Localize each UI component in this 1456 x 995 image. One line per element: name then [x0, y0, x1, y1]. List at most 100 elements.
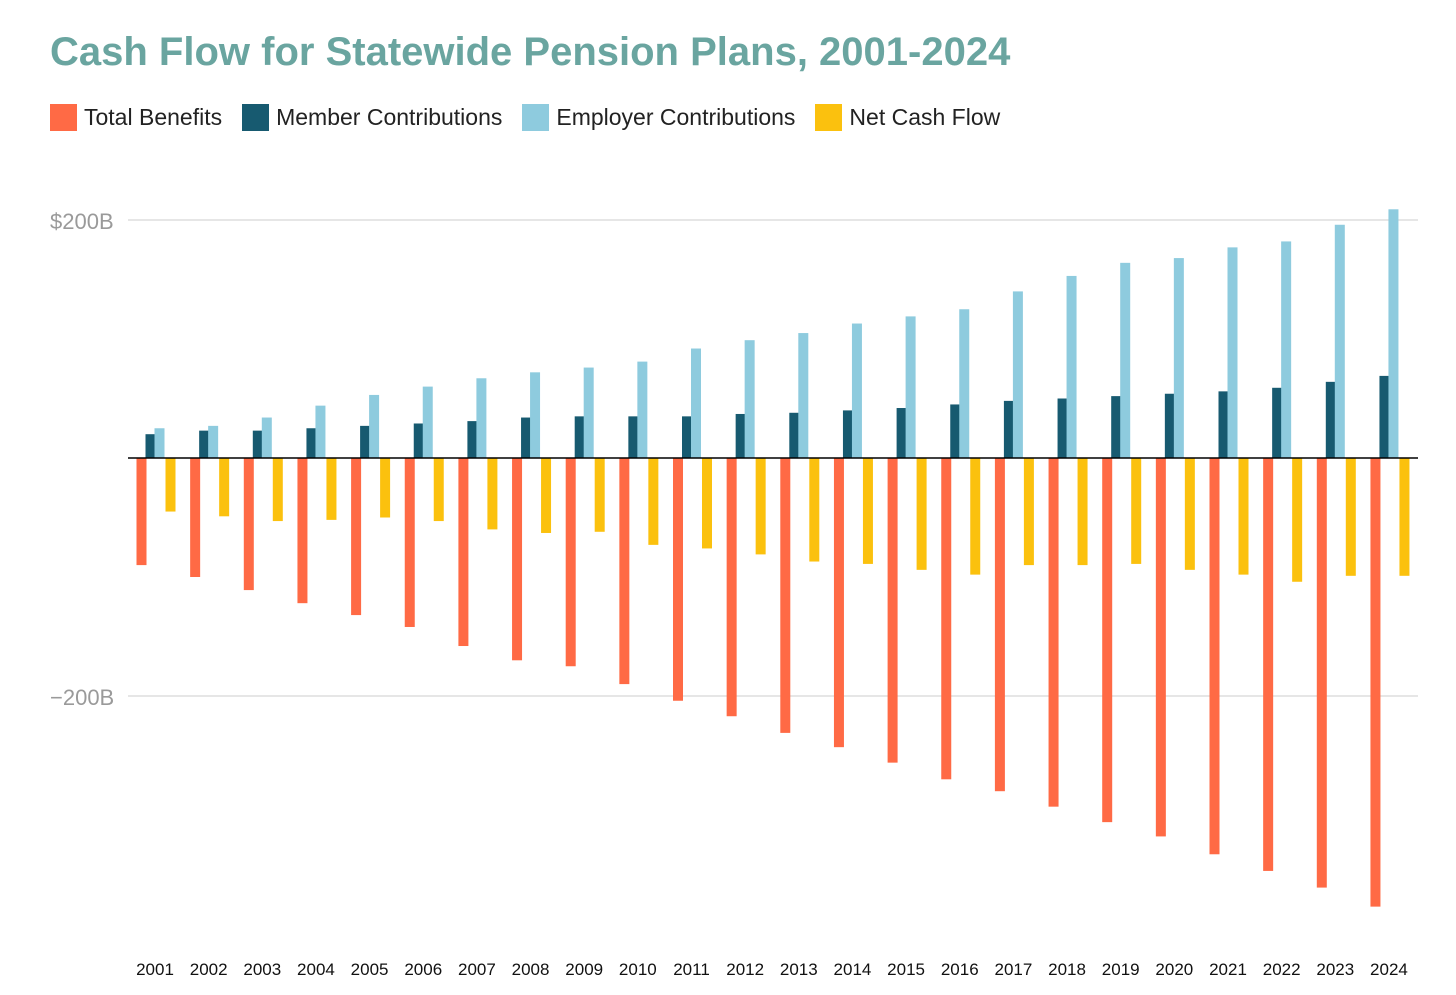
bar-net-cash-flow-2017 [1023, 458, 1034, 566]
bar-member-contributions-2009 [574, 416, 585, 458]
bar-total-benefits-2007 [458, 458, 469, 647]
legend-swatch-employer-contributions [522, 104, 550, 131]
bar-member-contributions-2001 [145, 434, 156, 458]
bar-net-cash-flow-2012 [755, 458, 766, 555]
bar-employer-contributions-2006 [422, 386, 433, 458]
bar-net-cash-flow-2021 [1238, 458, 1249, 575]
x-tick-label: 2019 [1102, 960, 1140, 979]
x-tick-label: 2011 [673, 960, 710, 979]
bar-member-contributions-2014 [842, 410, 853, 458]
bar-total-benefits-2017 [994, 458, 1005, 792]
x-tick-label: 2008 [512, 960, 550, 979]
bar-member-contributions-2016 [950, 404, 961, 458]
bar-employer-contributions-2019 [1120, 262, 1131, 458]
bar-employer-contributions-2024 [1388, 209, 1399, 458]
bar-total-benefits-2012 [726, 458, 737, 717]
x-tick-label: 2020 [1155, 960, 1193, 979]
bar-member-contributions-2008 [521, 417, 532, 458]
bar-member-contributions-2020 [1164, 393, 1175, 458]
x-tick-label: 2023 [1316, 960, 1354, 979]
bar-employer-contributions-2003 [261, 417, 272, 458]
bar-total-benefits-2014 [833, 458, 844, 748]
bar-employer-contributions-2020 [1173, 258, 1184, 458]
bar-member-contributions-2018 [1057, 398, 1068, 458]
bar-member-contributions-2023 [1325, 381, 1336, 458]
legend-label-net-cash-flow: Net Cash Flow [849, 104, 1001, 130]
bar-total-benefits-2013 [780, 458, 791, 733]
bar-total-benefits-2003 [243, 458, 254, 591]
x-tick-label: 2024 [1370, 960, 1408, 979]
bar-total-benefits-2001 [136, 458, 147, 566]
legend-item-member-contributions: Member Contributions [242, 104, 502, 131]
bar-employer-contributions-2023 [1334, 224, 1345, 458]
legend-swatch-member-contributions [242, 104, 270, 131]
bar-employer-contributions-2018 [1066, 275, 1077, 458]
bar-total-benefits-2008 [512, 458, 523, 661]
bar-member-contributions-2003 [252, 430, 263, 458]
bar-member-contributions-2007 [467, 421, 478, 458]
bar-net-cash-flow-2020 [1184, 458, 1195, 570]
bar-total-benefits-2010 [619, 458, 630, 685]
bar-member-contributions-2006 [413, 423, 424, 458]
bar-net-cash-flow-2011 [702, 458, 712, 549]
bar-total-benefits-2005 [351, 458, 362, 616]
bar-net-cash-flow-2001 [165, 458, 176, 512]
x-tick-label: 2022 [1263, 960, 1301, 979]
bar-member-contributions-2004 [306, 428, 317, 458]
bar-total-benefits-2006 [404, 458, 415, 627]
bar-total-benefits-2024 [1370, 458, 1381, 907]
bar-employer-contributions-2017 [1012, 291, 1023, 458]
legend-label-total-benefits: Total Benefits [84, 104, 223, 130]
x-tick-label: 2017 [994, 960, 1032, 979]
bar-employer-contributions-2005 [369, 394, 380, 458]
x-tick-label: 2018 [1048, 960, 1086, 979]
bar-employer-contributions-2004 [315, 405, 326, 458]
bar-total-benefits-2021 [1209, 458, 1220, 855]
legend-item-net-cash-flow: Net Cash Flow [815, 104, 1000, 131]
legend-item-total-benefits: Total Benefits [50, 104, 222, 131]
bar-net-cash-flow-2023 [1345, 458, 1356, 576]
x-tick-label: 2010 [619, 960, 657, 979]
bar-net-cash-flow-2004 [326, 458, 337, 520]
bar-member-contributions-2022 [1272, 387, 1283, 458]
bar-member-contributions-2024 [1379, 375, 1390, 458]
bar-total-benefits-2009 [565, 458, 576, 667]
x-tick-label: 2004 [297, 960, 335, 979]
bar-net-cash-flow-2002 [219, 458, 230, 517]
x-tick-label: 2007 [458, 960, 496, 979]
bar-member-contributions-2011 [682, 416, 692, 458]
bar-net-cash-flow-2007 [487, 458, 498, 530]
bar-net-cash-flow-2009 [594, 458, 605, 532]
bar-net-cash-flow-2014 [862, 458, 873, 564]
x-tick-label: 2009 [565, 960, 603, 979]
bar-total-benefits-2018 [1048, 458, 1059, 807]
bar-net-cash-flow-2019 [1131, 458, 1142, 564]
bar-net-cash-flow-2005 [380, 458, 391, 518]
bar-employer-contributions-2014 [851, 323, 862, 458]
x-tick-label: 2015 [887, 960, 925, 979]
bar-member-contributions-2021 [1218, 391, 1229, 458]
x-tick-label: 2021 [1209, 960, 1247, 979]
bar-member-contributions-2019 [1111, 396, 1122, 458]
bar-total-benefits-2016 [941, 458, 952, 780]
legend-label-member-contributions: Member Contributions [276, 104, 503, 130]
legend-item-employer-contributions: Employer Contributions [522, 104, 795, 131]
bar-member-contributions-2002 [199, 430, 210, 458]
y-tick-label: $200B [50, 209, 114, 234]
bar-total-benefits-2004 [297, 458, 308, 604]
legend: Total Benefits Member Contributions Empl… [50, 104, 1020, 131]
bar-net-cash-flow-2018 [1077, 458, 1088, 566]
bar-employer-contributions-2007 [476, 378, 487, 458]
x-tick-label: 2006 [404, 960, 442, 979]
bar-member-contributions-2012 [735, 413, 746, 458]
bar-net-cash-flow-2016 [970, 458, 981, 575]
bar-member-contributions-2013 [789, 412, 800, 458]
x-tick-label: 2016 [941, 960, 979, 979]
bar-member-contributions-2010 [628, 416, 639, 458]
x-tick-label: 2013 [780, 960, 818, 979]
bar-employer-contributions-2009 [583, 367, 594, 458]
bar-member-contributions-2015 [896, 408, 907, 458]
bar-employer-contributions-2015 [905, 316, 916, 458]
x-tick-label: 2005 [351, 960, 389, 979]
